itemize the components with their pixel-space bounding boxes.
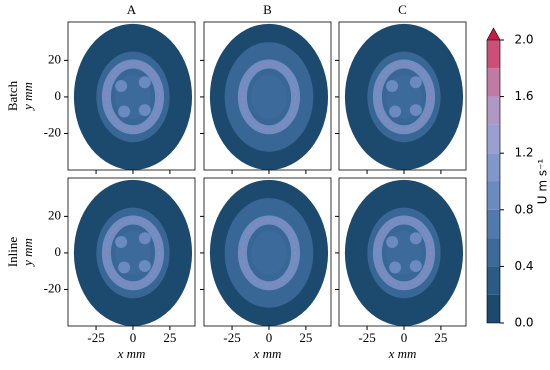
colorbar-band — [487, 124, 500, 154]
flow-core — [251, 230, 287, 275]
colorbar-tick-label: 2.0 — [514, 33, 533, 47]
panel: -25 0 25 — [335, 177, 467, 345]
y-tick-label: 20 — [48, 51, 61, 66]
colorbar-band — [487, 40, 500, 69]
x-tick-label: 25 — [163, 330, 176, 345]
colorbar-band — [487, 68, 500, 97]
baffle-spot — [409, 232, 422, 245]
colorbar-band — [487, 294, 500, 323]
colorbar-band — [487, 153, 500, 182]
baffle-spot — [386, 235, 399, 248]
flow-core — [251, 74, 287, 119]
baffle-spot — [138, 232, 151, 245]
flow-ring-peak — [241, 219, 297, 287]
x-tick-label: -25 — [358, 330, 375, 345]
colorbar-tick-label: 0.8 — [514, 202, 533, 216]
colorbar-tick-label: 0.0 — [514, 316, 533, 330]
panel-frame — [338, 177, 467, 327]
x-axis-label: x mm — [117, 346, 146, 361]
x-tick-label: 25 — [434, 330, 447, 345]
flow-ring-peak — [376, 63, 432, 131]
panel-frame — [67, 21, 196, 171]
panel-frame — [338, 21, 467, 171]
baffle-spot — [409, 104, 422, 117]
y-tick-label: -20 — [44, 124, 61, 139]
y-tick-label: 20 — [48, 207, 61, 222]
colorbar-frame — [486, 40, 501, 324]
panel — [200, 21, 332, 174]
colorbar-tick-label: 1.2 — [514, 146, 533, 160]
colorbar-band — [487, 238, 500, 267]
baffle-spot — [115, 79, 128, 92]
baffle-spot — [389, 105, 402, 118]
panel-frame — [203, 21, 332, 171]
panel — [335, 21, 467, 174]
y-tick-label: 0 — [55, 244, 62, 259]
row-label: Inline — [5, 237, 20, 268]
y-axis-label: y mm — [20, 238, 35, 268]
y-tick-label: -20 — [44, 280, 61, 295]
flow-ring-peak — [105, 63, 161, 131]
colorbar-band — [487, 209, 500, 239]
column-label: A — [127, 2, 137, 17]
row-label: Batch — [5, 80, 20, 111]
colorbar-band — [487, 181, 500, 210]
baffle-spot — [138, 104, 151, 117]
baffle-spot — [118, 261, 131, 274]
x-axis-label: x mm — [253, 346, 282, 361]
x-tick-label: 0 — [266, 330, 273, 345]
y-axis-label: y mm — [20, 82, 35, 112]
x-tick-label: 0 — [401, 330, 408, 345]
colorbar-band — [487, 266, 500, 295]
y-tick-label: 0 — [55, 88, 62, 103]
baffle-spot — [409, 76, 422, 89]
baffle-spot — [409, 260, 422, 273]
flow-ring-peak — [105, 219, 161, 287]
panel: -25 0 25 — [200, 177, 332, 345]
colorbar-band — [487, 96, 500, 125]
flow-ring-peak — [376, 219, 432, 287]
x-tick-label: 25 — [299, 330, 312, 345]
colorbar-extend — [486, 27, 501, 41]
colorbar-label: U m s⁻¹ — [536, 159, 550, 205]
flow-ring-peak — [241, 63, 297, 131]
baffle-spot — [138, 260, 151, 273]
column-label: B — [263, 2, 272, 17]
x-tick-label: -25 — [223, 330, 240, 345]
baffle-spot — [115, 235, 128, 248]
baffle-spot — [138, 76, 151, 89]
panel-frame — [203, 177, 332, 327]
x-tick-label: -25 — [87, 330, 104, 345]
column-label: C — [398, 2, 407, 17]
colorbar-tick-label: 0.4 — [514, 259, 533, 273]
panel-frame — [67, 177, 196, 327]
panel: -20 0 20 — [44, 21, 196, 174]
x-tick-label: 0 — [130, 330, 137, 345]
x-axis-label: x mm — [388, 346, 417, 361]
baffle-spot — [386, 79, 399, 92]
baffle-spot — [389, 261, 402, 274]
baffle-spot — [118, 105, 131, 118]
colorbar-tick-label: 1.6 — [514, 89, 533, 103]
panel: -25 0 25 -20 0 20 — [44, 177, 196, 345]
